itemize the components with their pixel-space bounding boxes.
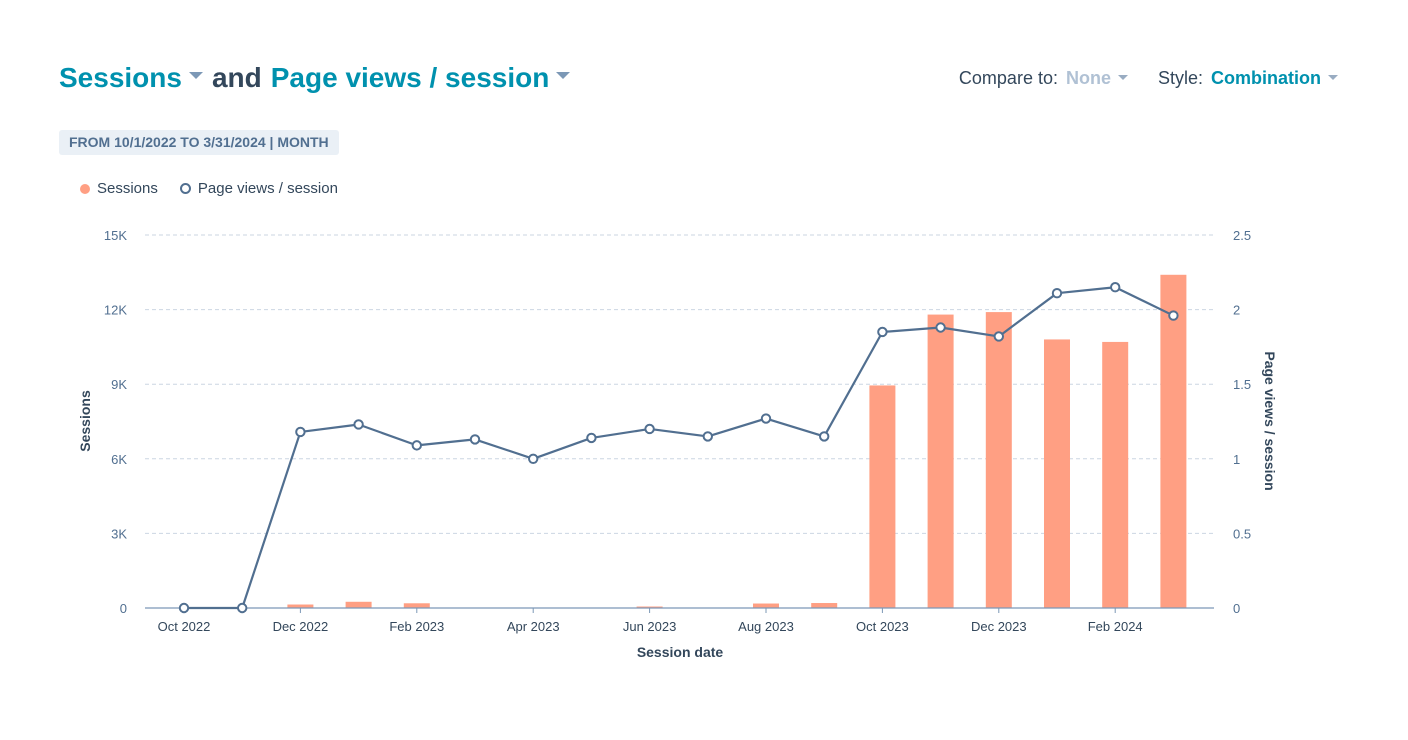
x-tick-label: Oct 2023 — [856, 619, 909, 634]
left-tick-label: 12K — [104, 303, 127, 318]
compare-label: Compare to: — [958, 68, 1058, 88]
x-tick-label: Dec 2023 — [971, 619, 1027, 634]
x-tick-label: Feb 2023 — [389, 619, 444, 634]
compare-dropdown[interactable]: None — [1066, 68, 1128, 88]
chevron-down-icon — [188, 72, 203, 80]
pageviews-point — [702, 431, 713, 442]
right-tick-label: 0.5 — [1233, 526, 1251, 541]
pageviews-point — [1051, 287, 1063, 299]
sessions-bar — [811, 603, 838, 608]
pageviews-point — [1110, 282, 1121, 293]
date-range-badge: FROM 10/1/2022 TO 3/31/2024 | MONTH — [59, 130, 339, 155]
chevron-down-icon — [1328, 74, 1338, 80]
x-tick-label: Oct 2022 — [158, 619, 211, 634]
left-tick-label: 3K — [111, 526, 127, 541]
pageviews-point — [760, 413, 772, 424]
x-axis-title: Session date — [637, 644, 724, 660]
pageviews-point — [819, 431, 830, 442]
style-dropdown[interactable]: Combination — [1211, 68, 1338, 88]
pageviews-point — [935, 322, 946, 333]
chevron-down-icon — [556, 72, 571, 80]
metric-pageviews-label: Page views / session — [270, 62, 550, 93]
style-control: Style: Combination — [1158, 68, 1338, 89]
sessions-bar — [927, 314, 954, 608]
compare-value: None — [1065, 68, 1111, 88]
pageviews-point — [295, 426, 306, 438]
pageviews-point — [586, 432, 597, 444]
x-tick-label: Jun 2023 — [623, 619, 677, 634]
chevron-down-icon — [1117, 74, 1128, 80]
pageviews-point — [993, 331, 1004, 342]
title-connector: and — [211, 62, 262, 93]
left-tick-label: 6K — [111, 452, 127, 467]
legend-label-pageviews: Page views / session — [197, 180, 338, 197]
metric-sessions-label: Sessions — [59, 62, 182, 93]
x-tick-label: Apr 2023 — [507, 619, 560, 634]
sessions-bar — [403, 603, 430, 608]
sessions-bar — [287, 604, 314, 608]
pageviews-point — [469, 434, 481, 445]
x-tick-label: Feb 2024 — [1088, 619, 1143, 634]
pageviews-point — [644, 423, 655, 435]
pageviews-point — [178, 602, 190, 614]
legend-item-pageviews[interactable]: Page views / session — [179, 180, 338, 197]
metric-pageviews-dropdown[interactable]: Page views / session — [271, 62, 577, 93]
left-tick-label: 15K — [104, 228, 127, 243]
metric-sessions-dropdown[interactable]: Sessions — [59, 62, 209, 93]
pageviews-point — [411, 440, 422, 451]
right-tick-label: 0 — [1233, 601, 1240, 616]
style-label: Style: — [1157, 68, 1203, 88]
pageviews-point — [1168, 310, 1179, 321]
pageviews-point — [528, 453, 539, 464]
sessions-bar — [869, 385, 896, 608]
legend-item-sessions[interactable]: Sessions — [80, 180, 158, 197]
right-tick-label: 1.5 — [1233, 377, 1251, 392]
pageviews-point — [353, 419, 364, 430]
sessions-bar — [345, 601, 372, 608]
pageviews-point — [237, 602, 248, 614]
pageviews-line — [184, 286, 1174, 610]
style-value: Combination — [1211, 68, 1321, 88]
sessions-bar — [1160, 274, 1187, 608]
sessions-dot-icon — [80, 183, 90, 194]
sessions-bar — [636, 606, 663, 608]
sessions-bar — [1044, 339, 1070, 608]
left-tick-label: 0 — [120, 601, 127, 616]
chart-legend: Sessions Page views / session — [80, 180, 338, 197]
chart-controls: Compare to: None Style: Combination — [959, 68, 1338, 89]
right-tick-label: 2 — [1233, 303, 1240, 318]
compare-control: Compare to: None — [959, 68, 1128, 89]
left-tick-label: 9K — [111, 377, 127, 392]
chart-title: Sessions and Page views / session — [59, 58, 576, 98]
sessions-bar — [753, 603, 779, 608]
x-tick-label: Aug 2023 — [738, 619, 794, 634]
right-tick-label: 2.5 — [1233, 228, 1251, 243]
pageviews-ring-icon — [179, 183, 191, 194]
legend-label-sessions: Sessions — [97, 180, 158, 197]
sessions-bar — [1102, 341, 1129, 608]
sessions-bar — [985, 312, 1012, 608]
right-tick-label: 1 — [1233, 452, 1240, 467]
x-tick-label: Dec 2022 — [273, 619, 329, 634]
pageviews-point — [877, 326, 888, 338]
right-axis-title: Page views / session — [1262, 351, 1278, 490]
left-axis-title: Sessions — [77, 390, 93, 452]
